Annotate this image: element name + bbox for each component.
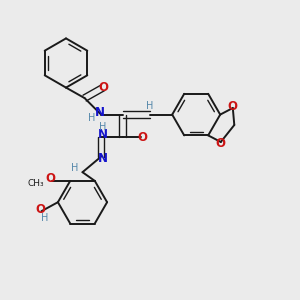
Text: O: O [36, 203, 46, 216]
Text: N: N [98, 152, 108, 166]
Text: O: O [46, 172, 56, 185]
Text: CH₃: CH₃ [27, 179, 44, 188]
Text: O: O [228, 100, 238, 113]
Text: H: H [71, 163, 79, 173]
Text: O: O [98, 81, 108, 94]
Text: H: H [146, 100, 153, 111]
Text: O: O [138, 130, 148, 144]
Text: H: H [41, 213, 49, 223]
Text: H: H [99, 122, 106, 133]
Text: N: N [98, 128, 108, 141]
Text: N: N [94, 106, 105, 119]
Text: O: O [216, 137, 226, 150]
Text: H: H [88, 112, 95, 123]
